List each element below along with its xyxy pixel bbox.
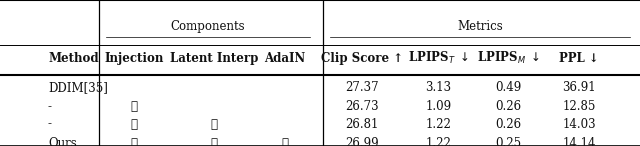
Text: ✓: ✓ [282,137,288,146]
Text: ✓: ✓ [131,137,138,146]
Text: 0.49: 0.49 [495,81,522,94]
Text: Ours: Ours [48,137,77,146]
Text: Latent Interp: Latent Interp [170,52,259,65]
Text: Method: Method [48,52,99,65]
Text: ✓: ✓ [211,118,218,131]
Text: ✓: ✓ [131,100,138,113]
Text: ✓: ✓ [131,118,138,131]
Text: 14.14: 14.14 [563,137,596,146]
Text: -: - [48,100,52,113]
Text: 26.73: 26.73 [345,100,378,113]
Text: LPIPS$_T$ $\downarrow$: LPIPS$_T$ $\downarrow$ [408,50,469,66]
Text: 12.85: 12.85 [563,100,596,113]
Text: 1.22: 1.22 [426,118,451,131]
Text: 14.03: 14.03 [563,118,596,131]
Text: 26.81: 26.81 [345,118,378,131]
Text: 0.26: 0.26 [496,100,522,113]
Text: AdaIN: AdaIN [264,52,305,65]
Text: ✓: ✓ [211,137,218,146]
Text: LPIPS$_M$ $\downarrow$: LPIPS$_M$ $\downarrow$ [477,50,540,66]
Text: 36.91: 36.91 [563,81,596,94]
Text: -: - [48,118,52,131]
Text: 0.26: 0.26 [496,118,522,131]
Text: Components: Components [171,20,245,33]
Text: PPL ↓: PPL ↓ [559,52,599,65]
Text: Metrics: Metrics [457,20,503,33]
Text: Injection: Injection [105,52,164,65]
Text: 1.09: 1.09 [426,100,451,113]
Text: 1.22: 1.22 [426,137,451,146]
Text: 27.37: 27.37 [345,81,378,94]
Text: Clip Score ↑: Clip Score ↑ [321,52,403,65]
Text: 26.99: 26.99 [345,137,378,146]
Text: 3.13: 3.13 [426,81,451,94]
Text: 0.25: 0.25 [496,137,522,146]
Text: DDIM[35]: DDIM[35] [48,81,108,94]
